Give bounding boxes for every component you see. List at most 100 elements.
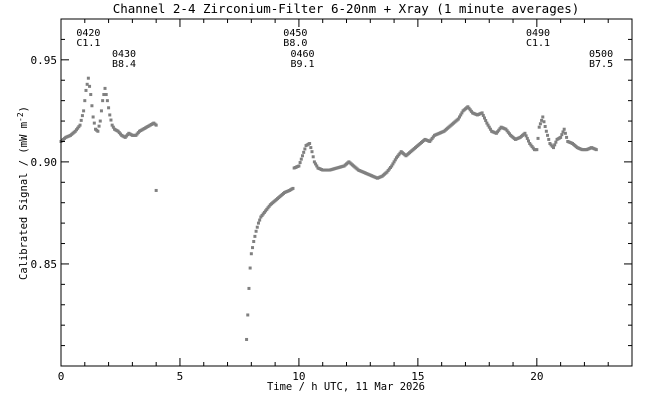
data-point	[504, 127, 508, 131]
data-point	[76, 126, 80, 130]
data-point	[468, 108, 472, 112]
data-point	[251, 246, 255, 250]
y-tick-label: 0.95	[31, 54, 58, 67]
data-point	[83, 99, 87, 103]
y-tick-label: 0.85	[31, 258, 58, 271]
data-point	[390, 164, 394, 168]
data-point	[98, 119, 102, 123]
data-point	[315, 164, 319, 168]
data-point	[547, 137, 551, 141]
data-point	[541, 115, 545, 119]
data-point	[466, 105, 470, 109]
data-point	[91, 115, 95, 119]
data-point	[386, 169, 390, 173]
data-point	[431, 135, 435, 139]
data-point	[486, 123, 490, 127]
data-point	[79, 118, 83, 122]
data-point	[544, 129, 548, 133]
data-point	[542, 120, 546, 124]
x-axis-label: Time / h UTC, 11 Mar 2026	[267, 381, 425, 393]
data-point	[247, 286, 251, 290]
x-tick-label: 15	[411, 370, 424, 383]
data-point	[312, 160, 316, 164]
data-point	[498, 127, 502, 131]
y-axis-tick-labels: 0.85 0.90 0.95	[31, 54, 58, 271]
data-point	[551, 146, 555, 150]
data-point	[460, 111, 464, 115]
data-point	[553, 143, 557, 147]
data-point	[523, 131, 527, 135]
data-point	[97, 124, 101, 128]
annotation-flare-time: 0450	[283, 28, 307, 39]
data-point	[258, 218, 262, 222]
data-point	[429, 138, 433, 142]
data-point	[482, 116, 486, 120]
data-point	[298, 161, 302, 165]
x-tick-label: 5	[177, 370, 184, 383]
y-tick-label: 0.90	[31, 156, 58, 169]
data-point	[88, 84, 92, 88]
data-point	[394, 156, 398, 160]
annotations: 0420C1.10430B8.40450B8.00460B9.10490C1.1…	[76, 28, 613, 70]
data-point	[392, 160, 396, 164]
data-point	[78, 123, 82, 127]
annotation-flare-time: 0490	[526, 28, 550, 39]
data-point	[456, 117, 460, 121]
data-point	[109, 118, 113, 122]
data-point	[266, 206, 270, 210]
data-point	[82, 109, 86, 113]
annotation-flare-class: C1.1	[76, 38, 100, 49]
data-point	[245, 337, 249, 341]
data-point	[262, 210, 266, 214]
data-point	[543, 125, 547, 129]
x-tick-label: 20	[530, 370, 543, 383]
data-point	[90, 104, 94, 108]
data-point	[554, 140, 558, 144]
annotation-flare-time: 0460	[290, 49, 314, 60]
data-point	[246, 313, 250, 317]
data-point	[506, 130, 510, 134]
data-point	[496, 130, 500, 134]
data-point	[77, 125, 81, 129]
data-point	[562, 127, 566, 131]
data-point	[297, 164, 301, 168]
data-point	[264, 209, 268, 213]
annotation-flare-class: B9.1	[290, 59, 314, 70]
data-point	[391, 162, 395, 166]
data-point	[485, 121, 489, 125]
data-point	[314, 162, 318, 166]
data-point	[302, 150, 306, 154]
data-point	[311, 155, 315, 159]
data-point	[398, 151, 402, 155]
data-point	[538, 122, 542, 126]
data-point	[594, 148, 598, 152]
data-point	[467, 106, 471, 110]
data-point	[92, 121, 96, 125]
annotation-flare-class: B8.4	[112, 59, 136, 70]
data-point	[107, 106, 111, 110]
data-point	[393, 158, 397, 162]
data-point	[387, 167, 391, 171]
data-point	[259, 215, 263, 219]
data-point	[537, 125, 541, 129]
data-point	[85, 82, 89, 86]
data-point	[309, 146, 313, 150]
data-point	[389, 165, 393, 169]
data-point	[249, 252, 253, 256]
data-point	[530, 145, 534, 149]
data-point	[540, 118, 544, 122]
data-point	[458, 115, 462, 119]
data-point	[74, 128, 78, 132]
data-point	[99, 109, 103, 113]
annotation-flare-class: B7.5	[589, 59, 613, 70]
data-point	[488, 127, 492, 131]
data-point	[108, 113, 112, 117]
data-point	[254, 229, 258, 233]
y-axis-label-exponent: -2	[16, 112, 25, 122]
data-point	[154, 188, 158, 192]
data-point	[255, 225, 259, 229]
data-point	[560, 133, 564, 137]
data-point	[529, 143, 533, 147]
data-point	[96, 129, 100, 133]
plot-area	[59, 76, 598, 341]
